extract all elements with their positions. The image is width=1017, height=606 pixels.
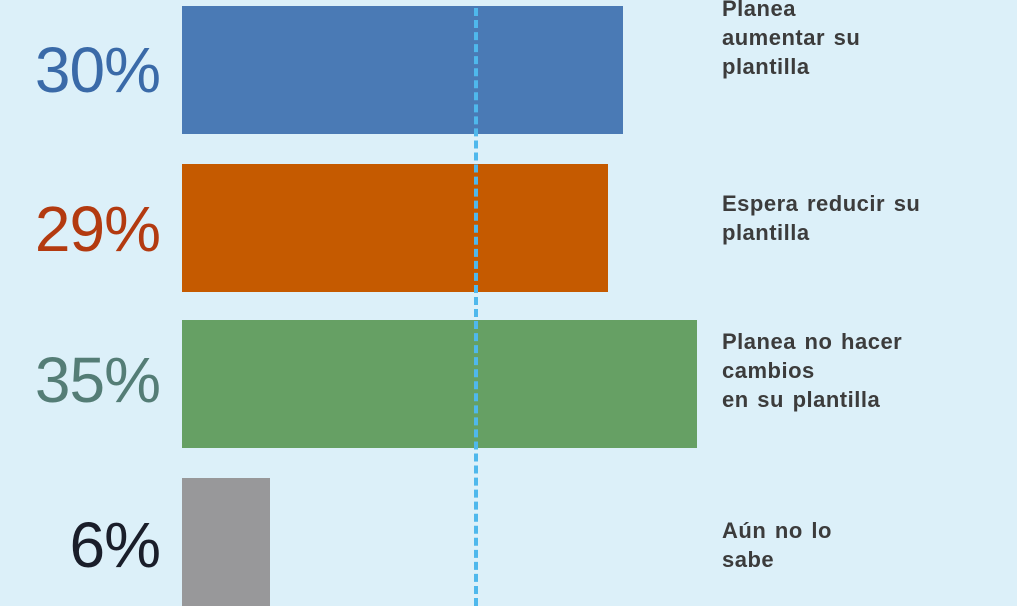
value-label-1: 30% — [34, 34, 161, 106]
value-label-4: 6% — [69, 509, 162, 581]
category-label-line: plantilla — [722, 220, 810, 245]
bar-2 — [182, 164, 608, 292]
bar-4 — [182, 478, 270, 606]
reference-line — [474, 8, 478, 606]
category-label-line: sabe — [722, 547, 775, 572]
bar-3 — [182, 320, 697, 448]
category-label-1: Planea aumentar su plantilla — [722, 0, 1012, 81]
bar-1 — [182, 6, 623, 134]
category-label-line: Planea — [722, 0, 796, 21]
category-label-line: aumentar su — [722, 25, 861, 50]
category-label-line: cambios — [722, 358, 815, 383]
category-label-line: plantilla — [722, 54, 810, 79]
category-label-line: en su plantilla — [722, 387, 881, 412]
category-label-2: Espera reducir su plantilla — [722, 189, 1012, 247]
category-label-4: Aún no lo sabe — [722, 516, 1012, 574]
category-label-line: Espera reducir su — [722, 191, 921, 216]
value-label-3: 35% — [34, 344, 161, 416]
category-label-line: Aún no lo — [722, 518, 832, 543]
value-label-2: 29% — [34, 193, 161, 265]
category-label-line: Planea no hacer — [722, 329, 903, 354]
category-label-3: Planea no hacer cambios en su plantilla — [722, 327, 1012, 414]
